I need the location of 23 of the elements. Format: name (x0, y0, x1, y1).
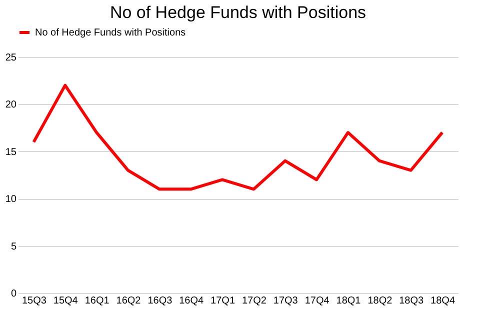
y-tick-label: 0 (10, 288, 17, 300)
y-tick-label: 20 (5, 100, 17, 111)
x-tick-label: 17Q1 (210, 296, 236, 306)
x-tick-label: 15Q3 (22, 296, 47, 306)
x-tick-label: 16Q4 (179, 296, 204, 306)
x-tick-label: 17Q2 (242, 296, 267, 306)
x-tick-label: 17Q4 (304, 296, 330, 306)
x-tick-label: 18Q4 (430, 296, 456, 306)
x-tick-label: 16Q3 (148, 296, 173, 306)
chart-title: No of Hedge Funds with Positions (110, 3, 366, 22)
x-tick-label: 15Q4 (53, 296, 78, 306)
x-tick-label: 18Q1 (336, 296, 362, 306)
x-tick-label: 16Q1 (84, 296, 110, 306)
y-tick-label: 5 (10, 241, 17, 252)
legend-label: No of Hedge Funds with Positions (35, 28, 186, 38)
line-series (32, 84, 444, 191)
x-tick-label: 16Q2 (116, 296, 142, 306)
y-tick-label: 25 (5, 52, 17, 64)
y-tick-label: 15 (5, 146, 17, 158)
x-tick-label: 17Q3 (273, 296, 298, 306)
y-tick-label: 10 (5, 194, 17, 206)
x-tick-label: 18Q2 (368, 296, 393, 306)
x-tick-label: 18Q3 (399, 296, 424, 306)
